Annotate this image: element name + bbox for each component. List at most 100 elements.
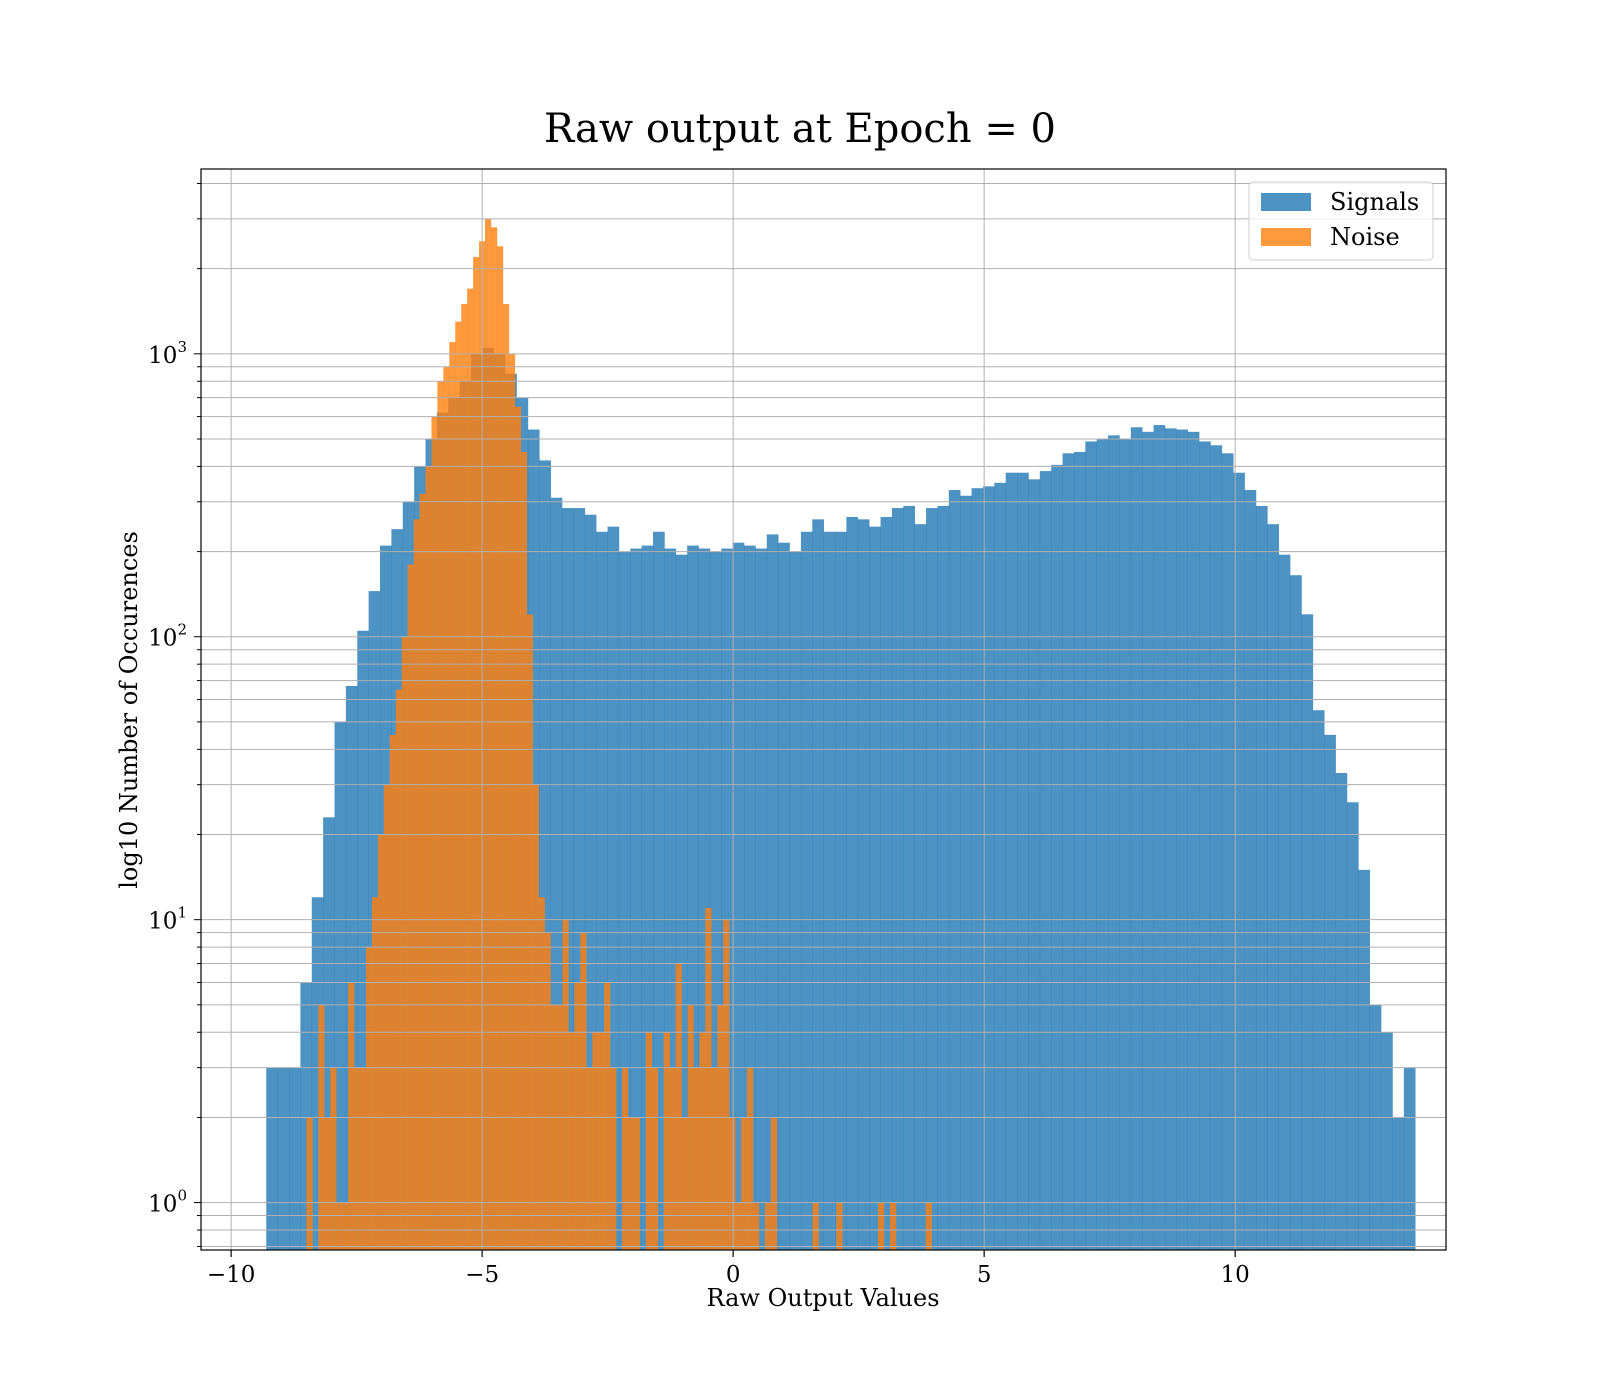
noise-bar <box>461 303 468 1250</box>
noise-bar <box>330 1067 337 1250</box>
y-axis-label: log10 Number of Occurences <box>115 531 143 889</box>
x-axis-label: Raw Output Values <box>706 1284 939 1312</box>
signals-bar <box>1028 479 1041 1251</box>
noise-bar <box>747 1067 754 1250</box>
noise-bar <box>419 493 426 1250</box>
noise-bar <box>574 982 581 1250</box>
noise-bar <box>371 897 379 1250</box>
signals-bar <box>914 524 927 1250</box>
signals-bar <box>823 531 836 1250</box>
signals-bar <box>1381 1032 1393 1250</box>
noise-bar <box>645 1032 653 1250</box>
signals-bar <box>1073 451 1086 1250</box>
signals-bar <box>1233 472 1245 1251</box>
noise-bar <box>723 919 730 1250</box>
signals-bar <box>994 482 1006 1250</box>
signals-bar <box>846 517 859 1250</box>
signals-bar <box>539 460 551 1250</box>
x-tick-label: 0 <box>726 1262 741 1288</box>
noise-bar <box>770 1117 778 1250</box>
signals-bar <box>835 531 847 1250</box>
signals-bar <box>1187 431 1200 1251</box>
noise-bar <box>514 406 522 1250</box>
x-tick-label: −5 <box>465 1262 499 1288</box>
noise-bar <box>336 1202 343 1250</box>
signals-bar <box>982 486 995 1250</box>
noise-bar <box>550 1004 557 1250</box>
noise-bar <box>669 1067 676 1250</box>
noise-bar <box>693 1067 700 1250</box>
noise-bar <box>425 466 432 1250</box>
signals-bar <box>1017 472 1029 1251</box>
signals-bar <box>1324 734 1336 1250</box>
signals-bar <box>1255 505 1268 1250</box>
signals-bar <box>300 982 313 1250</box>
x-tick-label: 5 <box>977 1262 992 1288</box>
noise-bar <box>663 1032 670 1250</box>
signals-bar <box>1130 427 1143 1250</box>
signals-bar <box>1403 1067 1416 1250</box>
noise-bar <box>735 1202 742 1250</box>
noise-bar <box>627 1117 635 1250</box>
signals-bar <box>1290 575 1302 1250</box>
signals-bar <box>687 545 699 1250</box>
signals-bar <box>1142 431 1154 1251</box>
noise-bar <box>389 734 397 1250</box>
signals-bar <box>857 519 870 1250</box>
signals-bar <box>311 897 324 1250</box>
legend-label-signals: Signals <box>1330 188 1419 216</box>
signals-bar <box>1221 453 1234 1250</box>
signals-bar <box>869 526 881 1250</box>
noise-bar <box>729 1117 736 1250</box>
signals-bar <box>937 505 950 1250</box>
signals-bar <box>1278 554 1291 1250</box>
signals-bar <box>800 531 813 1250</box>
noise-bar <box>586 1067 593 1250</box>
noise-bar <box>520 451 528 1250</box>
noise-bar <box>360 1067 367 1250</box>
noise-bar <box>681 1117 688 1250</box>
noise-bar <box>502 303 510 1250</box>
x-tick-label: 10 <box>1221 1262 1250 1288</box>
signals-bar <box>1108 435 1120 1251</box>
noise-bar <box>812 1202 819 1250</box>
noise-bar <box>705 907 712 1250</box>
signals-bar <box>675 554 688 1250</box>
noise-bar <box>764 1202 772 1250</box>
noise-bar <box>752 1202 760 1250</box>
signals-bar <box>289 1067 301 1250</box>
grid-lines <box>201 169 1446 1250</box>
signals-bar <box>1085 441 1097 1251</box>
noise-bar <box>889 1202 897 1250</box>
noise-bar <box>318 1004 325 1250</box>
signals-bar <box>1346 802 1359 1250</box>
signals-bar <box>323 817 335 1250</box>
noise-bar <box>610 1067 617 1250</box>
noise-bar <box>395 689 402 1250</box>
signals-bar <box>596 531 608 1250</box>
signals-bar <box>1312 710 1325 1250</box>
signals-bar <box>1369 1004 1382 1250</box>
noise-bar <box>490 227 498 1251</box>
signals-bar <box>1392 1117 1405 1250</box>
y-tick-label: 100 <box>148 1187 187 1218</box>
noise-bar <box>592 1032 599 1250</box>
signals-bar <box>550 497 563 1251</box>
x-axis-ticks: −10 −5 0 5 10 <box>207 1250 1250 1288</box>
noise-bar <box>741 1117 748 1250</box>
signals-bar <box>1119 438 1132 1250</box>
noise-bar <box>496 246 504 1251</box>
signals-bar <box>1062 453 1075 1250</box>
signals-bar <box>1176 429 1188 1250</box>
chart-title: Raw output at Epoch = 0 <box>544 106 1056 152</box>
noise-bar <box>324 1117 331 1250</box>
noise-bar <box>717 1004 724 1250</box>
signals-bar <box>1096 438 1109 1250</box>
signals-bar <box>1164 428 1177 1250</box>
signals-bar <box>664 548 677 1250</box>
legend[interactable]: Signals Noise <box>1248 181 1434 261</box>
signals-bar <box>766 534 779 1250</box>
noise-bar <box>699 1032 706 1250</box>
signals-bar <box>778 542 790 1250</box>
y-tick-label: 102 <box>148 621 187 652</box>
